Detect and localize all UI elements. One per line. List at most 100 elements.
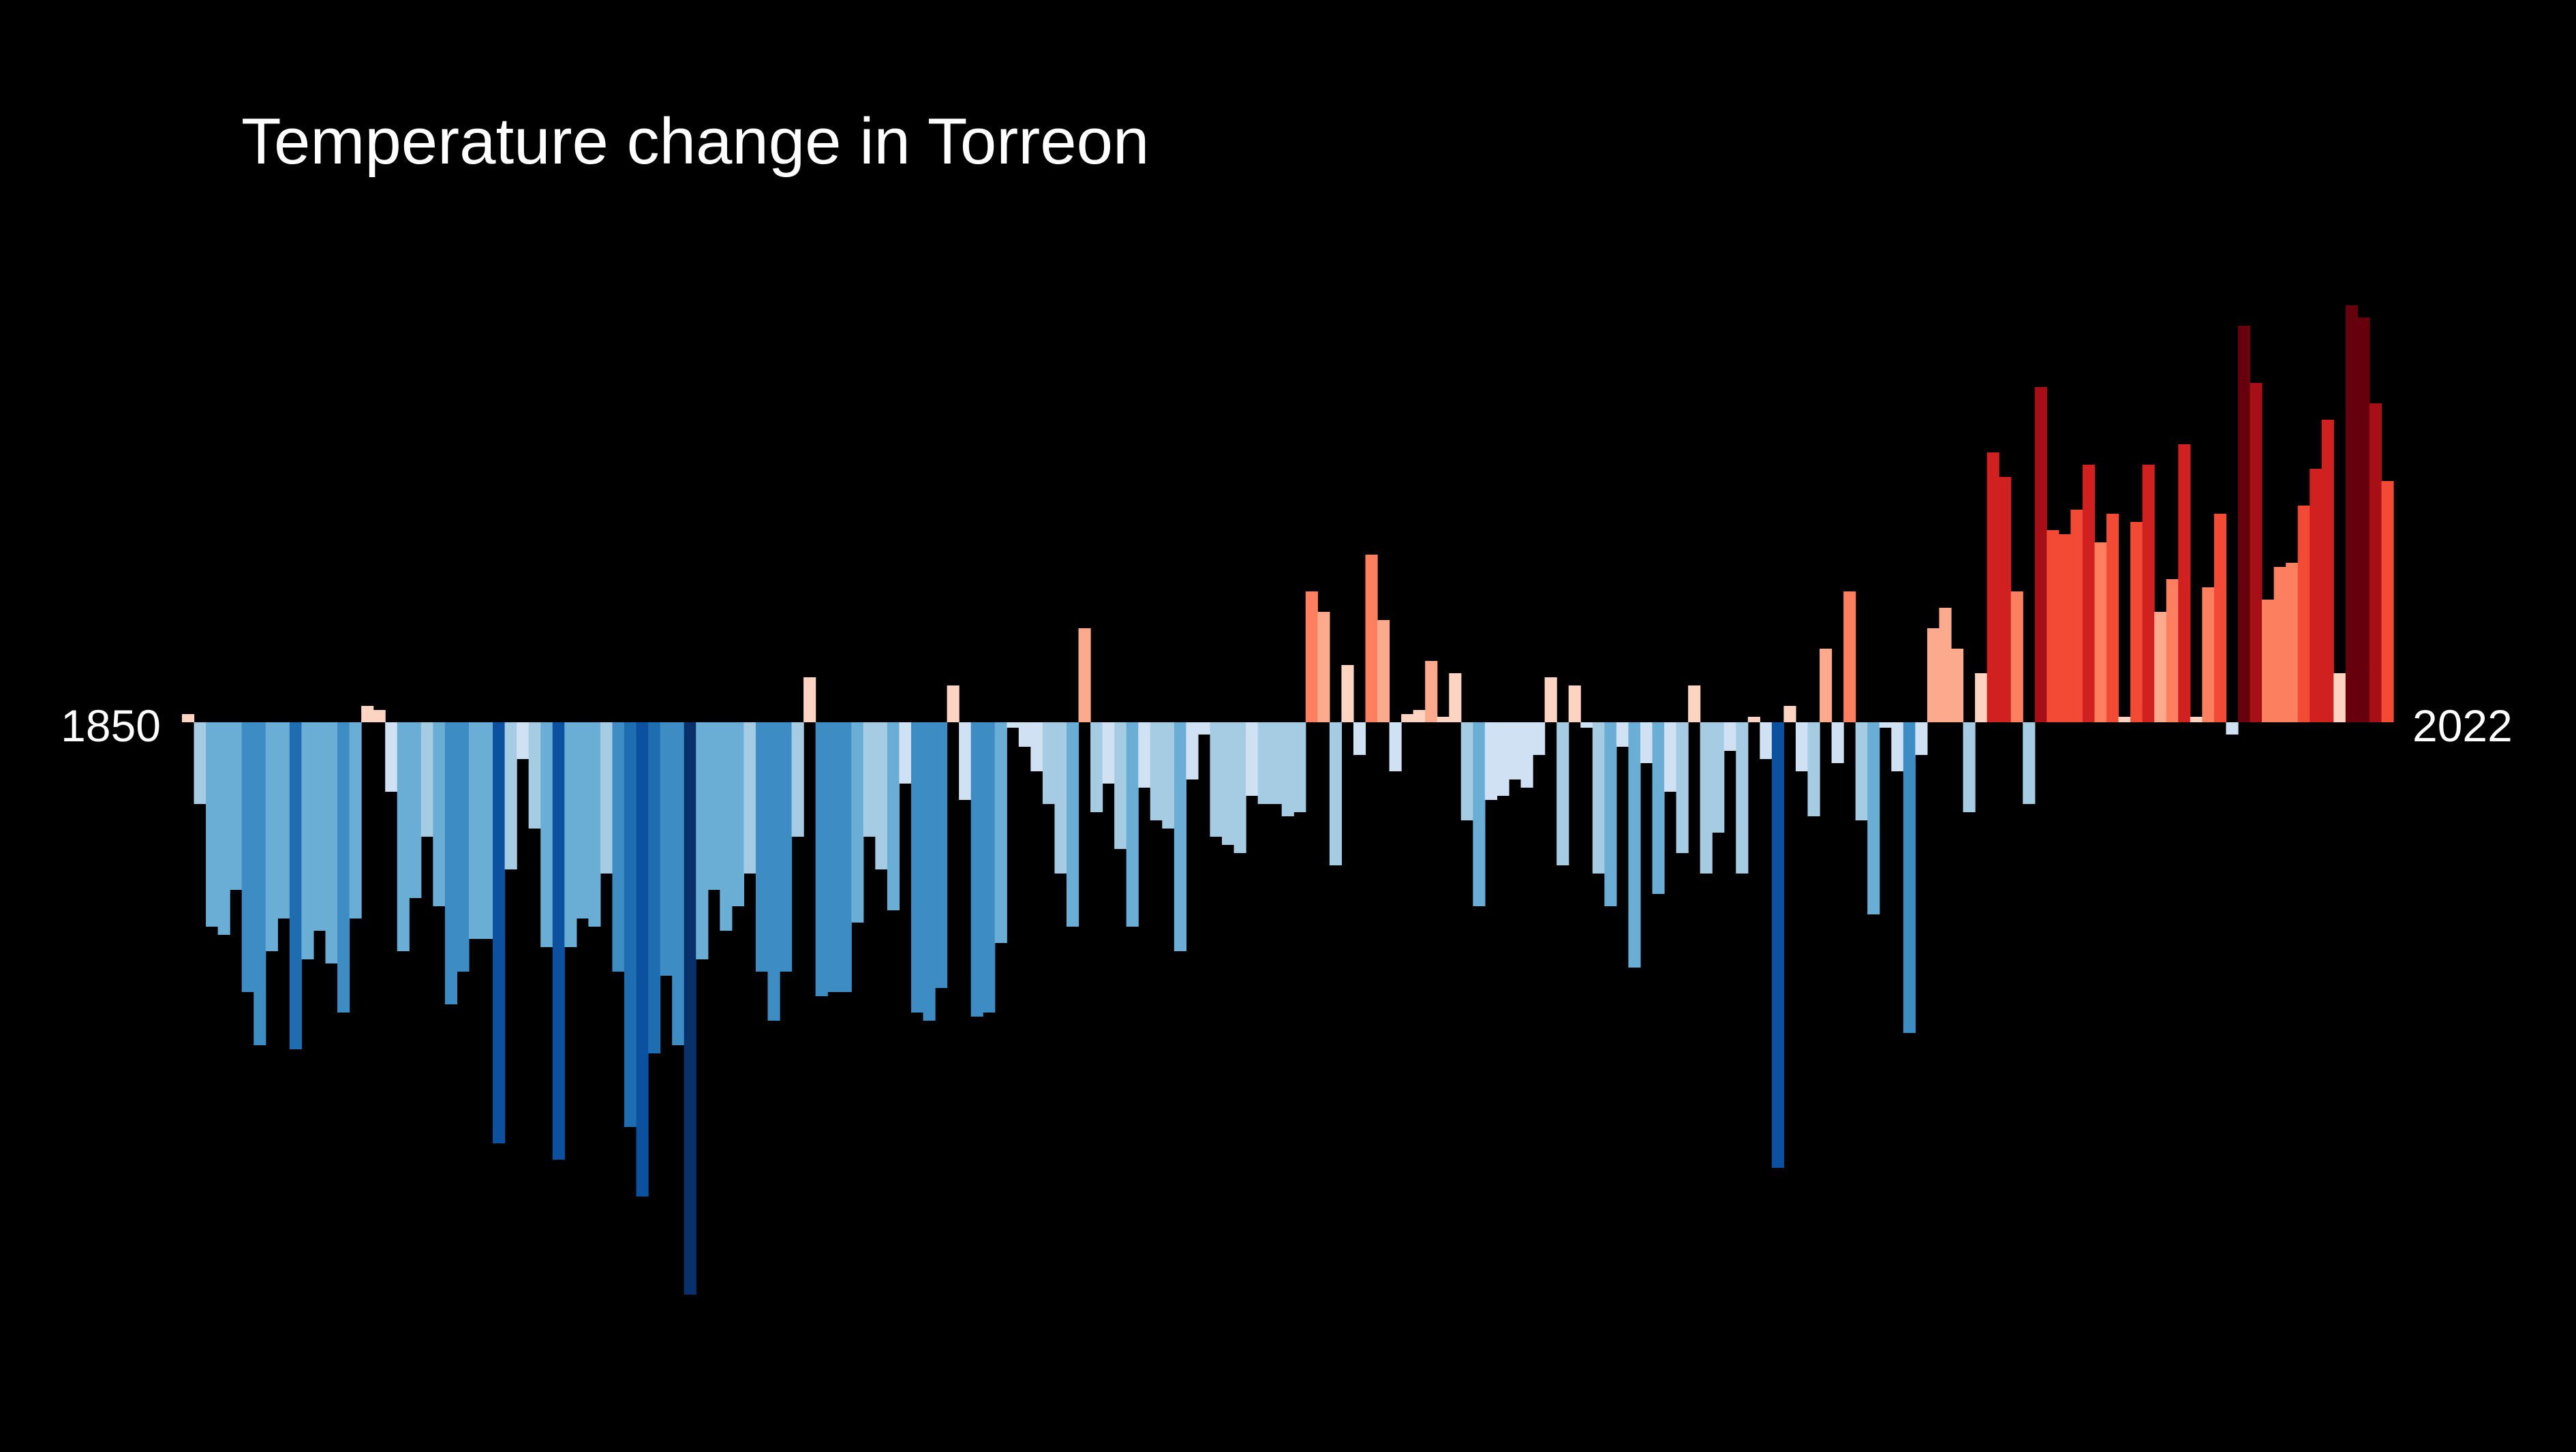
- bar-1852: [206, 722, 219, 927]
- bar-1899: [767, 722, 780, 1021]
- bar-1986: [1807, 722, 1820, 816]
- bar-1862: [325, 722, 338, 963]
- bar-1951: [1389, 722, 1402, 771]
- bar-1886: [612, 722, 625, 972]
- bar-1934: [1186, 722, 1199, 779]
- bar-1857: [265, 722, 278, 951]
- bar-1999: [1963, 722, 1976, 812]
- bar-1865: [361, 706, 374, 722]
- bar-1879: [528, 722, 541, 829]
- x-end-label: 2022: [2412, 700, 2513, 751]
- bar-2003: [2010, 591, 2023, 722]
- bar-2032: [2357, 318, 2370, 722]
- bar-2012: [2118, 717, 2131, 722]
- bar-1913: [935, 722, 948, 988]
- bar-1945: [1317, 612, 1330, 722]
- bar-1953: [1413, 710, 1426, 722]
- bar-1924: [1067, 722, 1079, 927]
- bar-1956: [1449, 673, 1462, 722]
- bar-1871: [433, 722, 446, 906]
- bar-1981: [1747, 717, 1760, 722]
- bar-1882: [564, 722, 577, 947]
- bar-1911: [910, 722, 924, 1013]
- bar-1942: [1281, 722, 1294, 816]
- bar-1914: [947, 685, 960, 722]
- bar-1906: [851, 722, 864, 923]
- bar-1936: [1210, 722, 1223, 837]
- bar-1937: [1222, 722, 1235, 845]
- bar-1967: [1580, 722, 1593, 728]
- bar-1902: [803, 677, 816, 722]
- bar-1997: [1939, 608, 1952, 722]
- bar-2014: [2142, 465, 2155, 722]
- bar-2019: [2202, 587, 2215, 722]
- bar-1965: [1557, 722, 1569, 865]
- bar-1851: [194, 722, 206, 804]
- bar-1947: [1341, 665, 1354, 722]
- bar-1957: [1460, 722, 1473, 820]
- bar-1876: [493, 722, 506, 1143]
- bar-1959: [1484, 722, 1498, 800]
- bar-1932: [1162, 722, 1175, 829]
- bar-1943: [1293, 722, 1306, 812]
- bar-1988: [1831, 722, 1844, 763]
- bar-1877: [504, 722, 517, 869]
- bar-1887: [624, 722, 637, 1127]
- bar-1894: [707, 722, 720, 890]
- bar-1868: [397, 722, 410, 951]
- bar-1866: [373, 710, 386, 722]
- bar-1933: [1174, 722, 1186, 951]
- bar-1989: [1843, 591, 1856, 722]
- bar-1910: [899, 722, 912, 784]
- bar-1978: [1712, 722, 1725, 833]
- chart-title: Temperature change in Torreon: [241, 105, 1149, 178]
- bar-1915: [959, 722, 972, 800]
- bar-1969: [1604, 722, 1617, 906]
- bar-1922: [1042, 722, 1056, 804]
- bar-1941: [1270, 722, 1283, 804]
- bar-1935: [1197, 722, 1211, 735]
- bar-1994: [1903, 722, 1916, 1033]
- bar-1990: [1855, 722, 1868, 820]
- bar-1948: [1353, 722, 1366, 755]
- bar-2004: [2023, 722, 2036, 804]
- bar-2023: [2250, 383, 2263, 722]
- bar-2028: [2310, 469, 2322, 722]
- bar-1853: [217, 722, 230, 935]
- bar-1955: [1437, 717, 1450, 722]
- bar-1916: [970, 722, 983, 1017]
- bar-1964: [1544, 677, 1557, 722]
- bar-2016: [2166, 579, 2179, 722]
- bar-1971: [1628, 722, 1641, 968]
- bar-1938: [1233, 722, 1246, 853]
- bar-1960: [1497, 722, 1509, 796]
- bar-1856: [254, 722, 266, 1045]
- bar-1878: [517, 722, 530, 759]
- bar-1952: [1401, 714, 1414, 722]
- bar-1858: [277, 722, 290, 918]
- bar-2013: [2130, 522, 2143, 722]
- bar-1909: [887, 722, 900, 910]
- bar-1885: [600, 722, 613, 874]
- bar-1891: [672, 722, 685, 1045]
- bar-2000: [1975, 673, 1988, 722]
- bar-1991: [1867, 722, 1880, 914]
- bar-1949: [1365, 555, 1378, 722]
- bar-2006: [2046, 530, 2059, 722]
- bar-1954: [1425, 661, 1438, 722]
- bar-1962: [1520, 722, 1533, 788]
- bar-1861: [313, 722, 326, 931]
- bar-1897: [743, 722, 756, 874]
- bar-1896: [731, 722, 744, 906]
- bar-1976: [1688, 685, 1701, 722]
- bar-2033: [2369, 403, 2382, 722]
- bar-1855: [241, 722, 254, 992]
- bar-1860: [301, 722, 314, 959]
- bar-1985: [1795, 722, 1809, 771]
- bar-1872: [444, 722, 458, 1004]
- bar-1880: [540, 722, 553, 947]
- bar-1850: [182, 714, 195, 722]
- bar-1875: [480, 722, 493, 939]
- bar-2020: [2213, 514, 2227, 722]
